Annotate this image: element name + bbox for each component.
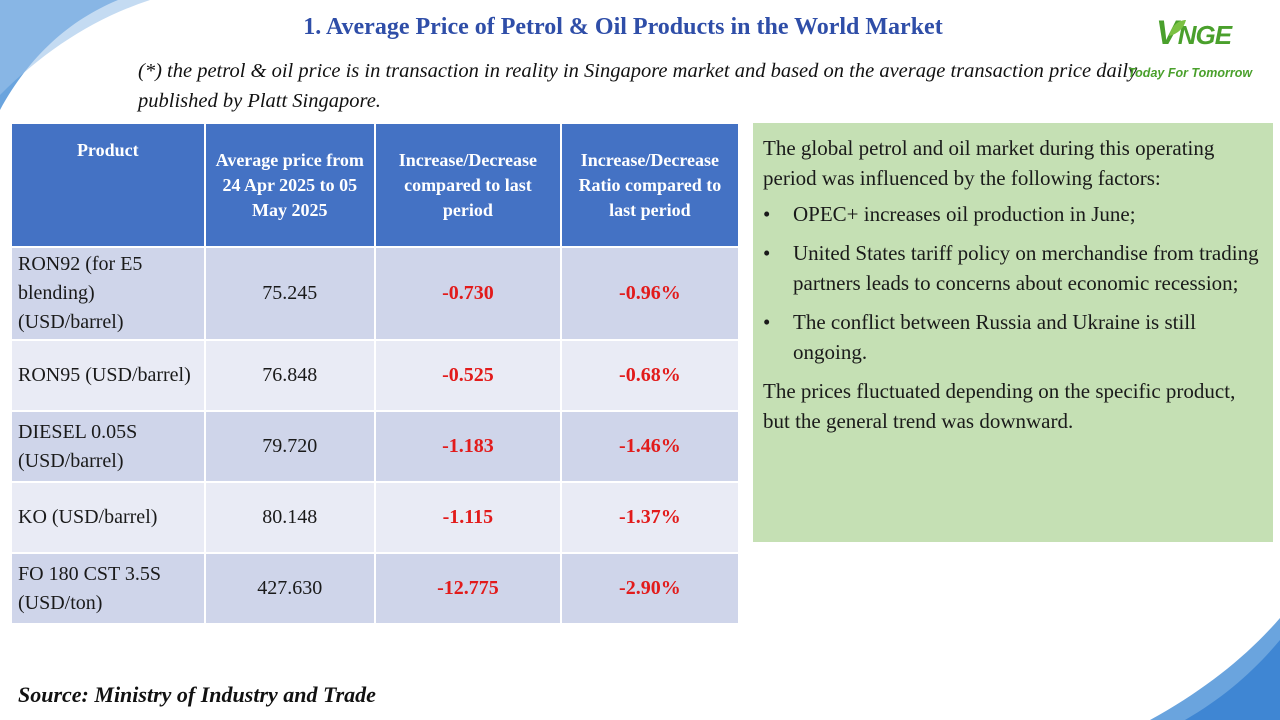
- cell-change-ratio: -0.96%: [559, 246, 741, 341]
- cell-change: -0.730: [374, 246, 562, 341]
- bullet-icon: •: [763, 310, 771, 334]
- cell-product: FO 180 CST 3.5S (USD/ton): [10, 552, 206, 625]
- list-item: • OPEC+ increases oil production in June;: [763, 199, 1263, 229]
- factors-intro: The global petrol and oil market during …: [763, 136, 1215, 190]
- price-source-note: (*) the petrol & oil price is in transac…: [138, 60, 1138, 112]
- cell-average-price: 75.245: [203, 246, 377, 341]
- list-item: • The conflict between Russia and Ukraine…: [763, 307, 1263, 367]
- logo-wordmark: VNGE: [1156, 14, 1232, 52]
- table-row: KO (USD/barrel) 80.148 -1.115 -1.37%: [10, 481, 741, 554]
- cell-change: -1.115: [374, 481, 562, 554]
- market-factors-panel: The global petrol and oil market during …: [753, 123, 1273, 542]
- header-average-price: Average price from 24 Apr 2025 to 05 May…: [203, 122, 377, 248]
- source-citation: Source: Ministry of Industry and Trade: [18, 682, 376, 707]
- list-item: • United States tariff policy on merchand…: [763, 238, 1263, 298]
- cell-change-ratio: -2.90%: [559, 552, 741, 625]
- header-change: Increase/Decrease compared to last perio…: [374, 122, 562, 248]
- logo-tagline: Today For Tomorrow: [1128, 66, 1253, 80]
- bullet-icon: •: [763, 241, 771, 265]
- price-table: Product Average price from 24 Apr 2025 t…: [10, 122, 741, 625]
- page-title: 1. Average Price of Petrol & Oil Product…: [303, 14, 943, 40]
- cell-change-ratio: -1.37%: [559, 481, 741, 554]
- table-header-row: Product Average price from 24 Apr 2025 t…: [10, 122, 741, 248]
- cell-average-price: 80.148: [203, 481, 377, 554]
- cell-change: -1.183: [374, 410, 562, 483]
- cell-change-ratio: -1.46%: [559, 410, 741, 483]
- bullet-icon: •: [763, 202, 771, 226]
- table-row: RON95 (USD/barrel) 76.848 -0.525 -0.68%: [10, 339, 741, 412]
- table-row: DIESEL 0.05S (USD/barrel) 79.720 -1.183 …: [10, 410, 741, 483]
- leaf-icon: [1169, 20, 1186, 36]
- company-logo: VNGE Today For Tomorrow: [1126, 14, 1266, 86]
- header-product: Product: [10, 122, 206, 248]
- table-row: FO 180 CST 3.5S (USD/ton) 427.630 -12.77…: [10, 552, 741, 625]
- cell-product: RON92 (for E5 blending) (USD/barrel): [10, 246, 206, 341]
- cell-change-ratio: -0.68%: [559, 339, 741, 412]
- cell-change: -12.775: [374, 552, 562, 625]
- cell-product: DIESEL 0.05S (USD/barrel): [10, 410, 206, 483]
- cell-change: -0.525: [374, 339, 562, 412]
- factors-closing: The prices fluctuated depending on the s…: [763, 379, 1236, 433]
- cell-product: KO (USD/barrel): [10, 481, 206, 554]
- table-row: RON92 (for E5 blending) (USD/barrel) 75.…: [10, 246, 741, 341]
- header-change-ratio: Increase/Decrease Ratio compared to last…: [559, 122, 741, 248]
- cell-average-price: 427.630: [203, 552, 377, 625]
- cell-average-price: 76.848: [203, 339, 377, 412]
- factors-list: • OPEC+ increases oil production in June;…: [763, 199, 1263, 367]
- cell-product: RON95 (USD/barrel): [10, 339, 206, 412]
- cell-average-price: 79.720: [203, 410, 377, 483]
